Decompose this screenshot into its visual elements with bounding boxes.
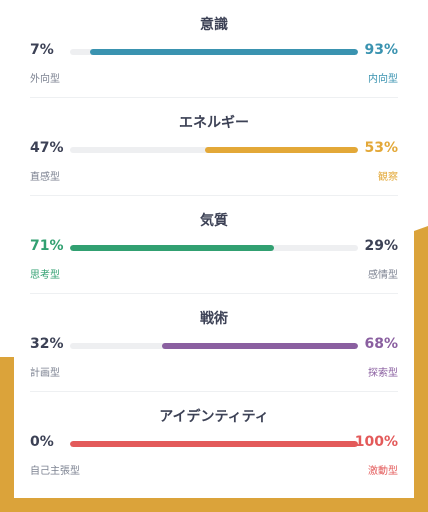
trait-left-percent: 0%	[30, 434, 54, 450]
trait-right-label: 感情型	[368, 270, 398, 281]
trait-progress-track	[70, 49, 358, 55]
trait-progress-fill	[205, 147, 358, 153]
trait-progress-fill	[162, 343, 358, 349]
trait-right-label: 観察	[378, 172, 398, 183]
divider	[30, 391, 398, 392]
trait-right-percent: 93%	[364, 42, 398, 58]
trait-nature: 気質 71% 29% 思考型 感情型	[30, 196, 398, 294]
trait-right-percent: 68%	[364, 336, 398, 352]
trait-left-percent: 7%	[30, 42, 54, 58]
trait-progress-track	[70, 147, 358, 153]
trait-title: 戦術	[200, 311, 228, 327]
personality-traits-card: 意識 7% 93% 外向型 内向型 エネルギー 47% 53% 直感型 観察 気…	[14, 0, 414, 498]
trait-right-percent: 53%	[364, 140, 398, 156]
trait-right-label: 激動型	[368, 466, 398, 477]
trait-left-percent: 47%	[30, 140, 64, 156]
trait-progress-track	[70, 343, 358, 349]
divider	[30, 97, 398, 98]
trait-progress-track	[70, 245, 358, 251]
trait-right-percent: 100%	[354, 434, 398, 450]
trait-tactics: 戦術 32% 68% 計画型 探索型	[30, 294, 398, 392]
trait-title: エネルギー	[179, 115, 249, 131]
trait-right-label: 内向型	[368, 74, 398, 85]
trait-left-label: 計画型	[30, 368, 60, 379]
trait-left-label: 外向型	[30, 74, 60, 85]
trait-progress-track	[70, 441, 358, 447]
trait-left-label: 直感型	[30, 172, 60, 183]
trait-right-percent: 29%	[364, 238, 398, 254]
trait-left-percent: 32%	[30, 336, 64, 352]
trait-progress-fill	[70, 441, 358, 447]
trait-title: アイデンティティ	[159, 409, 269, 425]
trait-title: 気質	[200, 213, 228, 229]
trait-left-label: 思考型	[30, 270, 60, 281]
trait-identity: アイデンティティ 0% 100% 自己主張型 激動型	[30, 392, 398, 490]
trait-energy: エネルギー 47% 53% 直感型 観察	[30, 98, 398, 196]
divider	[30, 293, 398, 294]
trait-left-label: 自己主張型	[30, 466, 80, 477]
trait-mind: 意識 7% 93% 外向型 内向型	[30, 0, 398, 98]
trait-title: 意識	[200, 17, 228, 33]
trait-right-label: 探索型	[368, 368, 398, 379]
trait-left-percent: 71%	[30, 238, 64, 254]
trait-progress-fill	[70, 245, 275, 251]
divider	[30, 195, 398, 196]
trait-progress-fill	[90, 49, 358, 55]
